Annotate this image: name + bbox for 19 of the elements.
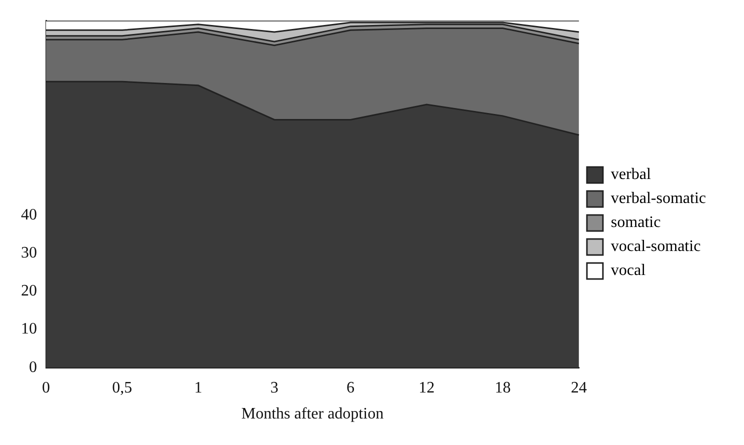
x-tick-label: 24 (570, 379, 587, 396)
y-tick-label: 20 (21, 282, 37, 300)
legend-label: verbal-somatic (610, 190, 706, 208)
x-tick-label: 0,5 (112, 379, 132, 396)
legend-label: somatic (610, 214, 661, 232)
x-tick-label: 18 (494, 379, 511, 396)
y-tick-label: 10 (21, 320, 37, 338)
x-tick-label: 3 (270, 379, 278, 396)
x-axis-title: Months after adoption (241, 406, 384, 423)
y-tick-label: 30 (21, 244, 37, 262)
legend-label: verbal (610, 166, 652, 184)
x-tick-label: 6 (346, 379, 355, 396)
x-tick-label: 0 (42, 379, 50, 396)
y-tick-label: 40 (21, 206, 37, 224)
legend-label: vocal (610, 262, 646, 280)
x-tick-label: 12 (418, 379, 435, 396)
legend-label: vocal-somatic (610, 238, 701, 256)
y-tick-label: 0 (29, 358, 37, 376)
x-tick-label: 1 (194, 379, 202, 396)
